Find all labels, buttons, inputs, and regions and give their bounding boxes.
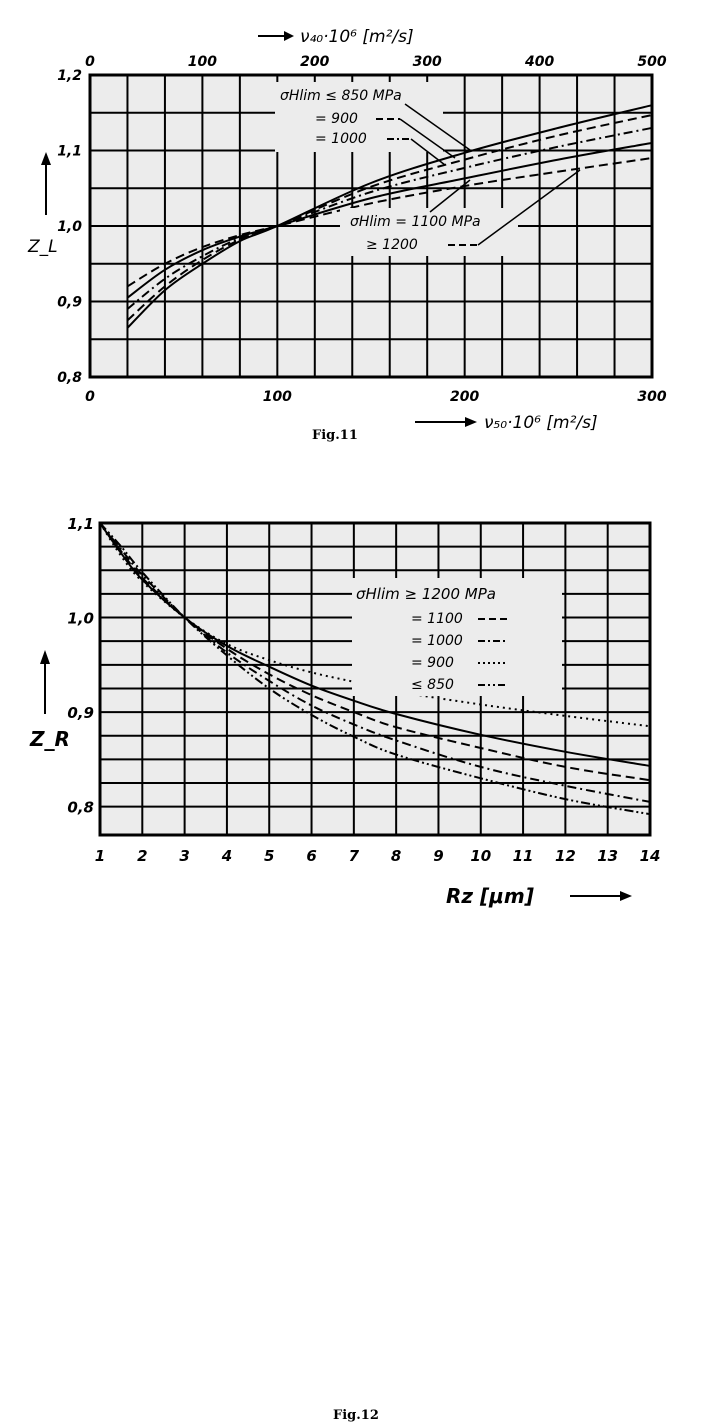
- y-axis-arrow: [41, 152, 51, 215]
- figure-12: 1 2 3 4 5 6 7 8 9 10 11 12 13 14 0,8 0,9 1,0 1,1 Z_R Rz […: [0, 478, 707, 1423]
- leader-line: [477, 169, 581, 246]
- y-tick-label: 1,1: [57, 144, 82, 160]
- y-tick-label: 0,8: [67, 799, 94, 817]
- x-tick-label: 9: [433, 847, 443, 865]
- legend-upper-title: σHlim ≤ 850 MPa: [280, 88, 402, 104]
- x-tick-label: 300: [637, 389, 666, 405]
- legend-entry: = 1100: [411, 611, 463, 627]
- x-axis-label: Rz [μm]: [446, 884, 534, 908]
- y-axis-label: Z_R: [29, 727, 70, 751]
- legend-title: σHlim ≥ 1200 MPa: [356, 585, 496, 603]
- x-tick-label: 0: [85, 389, 95, 405]
- x-tick-label: 4: [221, 847, 232, 865]
- y-axis-arrow: [40, 650, 50, 714]
- top-axis-label: ν₄₀·10⁶ [m²/s]: [300, 27, 414, 47]
- y-tick-label: 1,1: [67, 515, 94, 533]
- legend-entry: = 1000: [411, 633, 463, 649]
- y-tick-label: 1,0: [57, 219, 82, 235]
- series-line: [99, 522, 651, 782]
- x-tick-label: 13: [597, 847, 618, 865]
- x-tick-label: 8: [391, 847, 401, 865]
- x-axis-arrow: [570, 891, 632, 901]
- y-tick-label: 1,0: [67, 610, 94, 628]
- leader-line: [404, 103, 471, 151]
- series-line: [126, 104, 653, 329]
- series-line: [126, 157, 653, 288]
- series-line: [126, 114, 653, 322]
- legend-lower-entry: ≥ 1200: [366, 237, 418, 253]
- legend: σHlim ≥ 1200 MPa = 1100 = 1000 = 900 ≤ 8…: [352, 578, 562, 696]
- figure-11: 0 100 200 300 0,8 0,9 1,0 1,1 1,2 0 100 200 300 400 50…: [0, 0, 707, 458]
- top-tick-label: 100: [188, 54, 217, 70]
- y-tick-label: 0,8: [57, 370, 82, 386]
- x-tick-label: 3: [179, 847, 189, 865]
- leader-line: [410, 138, 446, 166]
- top-tick-label: 200: [300, 54, 329, 70]
- top-tick-label: 0: [85, 54, 95, 70]
- y-tick-label: 0,9: [67, 704, 94, 722]
- bottom-axis-arrow: [415, 417, 477, 427]
- legend-upper-entry: = 1000: [315, 131, 367, 147]
- series-line: [99, 522, 651, 728]
- legend-lower-title: σHlim = 1100 MPa: [350, 214, 481, 230]
- legend-upper-entry: = 900: [315, 111, 358, 127]
- figure-caption: Fig.11: [312, 428, 358, 443]
- figure-caption: Fig.12: [333, 1408, 379, 1423]
- x-tick-label: 100: [263, 389, 292, 405]
- zr-chart: 1 2 3 4 5 6 7 8 9 10 11 12 13 140,80,91,01,1 Z_R Rz […: [0, 478, 707, 954]
- series-line: [99, 522, 651, 816]
- x-tick-label: 5: [264, 847, 274, 865]
- x-tick-label: 6: [306, 847, 316, 865]
- series-line: [99, 522, 651, 803]
- x-tick-label: 1: [95, 847, 105, 865]
- y-axis-label: Z_L: [27, 237, 58, 257]
- series-line: [126, 126, 653, 310]
- x-tick-label: 10: [470, 847, 491, 865]
- leader-line: [429, 179, 471, 213]
- x-tick-label: 14: [640, 847, 661, 865]
- legend-entry: = 900: [411, 655, 454, 671]
- x-tick-label: 2: [137, 847, 147, 865]
- y-tick-label: 0,9: [57, 295, 82, 311]
- x-tick-label: 7: [349, 847, 360, 865]
- top-tick-label: 500: [637, 54, 666, 70]
- series-line: [99, 522, 651, 767]
- y-tick-label: 1,2: [57, 68, 82, 84]
- top-tick-label: 400: [524, 54, 554, 70]
- x-tick-label: 11: [513, 847, 534, 865]
- legend-lower: σHlim = 1100 MPa ≥ 1200: [340, 169, 581, 256]
- top-axis-arrow: [258, 31, 294, 41]
- series-line: [126, 141, 653, 299]
- leader-line: [399, 118, 456, 159]
- x-tick-label: 200: [450, 389, 479, 405]
- bottom-axis-label: ν₅₀·10⁶ [m²/s]: [484, 413, 598, 433]
- x-tick-label: 12: [555, 847, 576, 865]
- legend-upper: σHlim ≤ 850 MPa = 900 = 1000: [275, 82, 471, 166]
- top-tick-label: 300: [413, 54, 442, 70]
- legend-entry: ≤ 850: [411, 677, 454, 693]
